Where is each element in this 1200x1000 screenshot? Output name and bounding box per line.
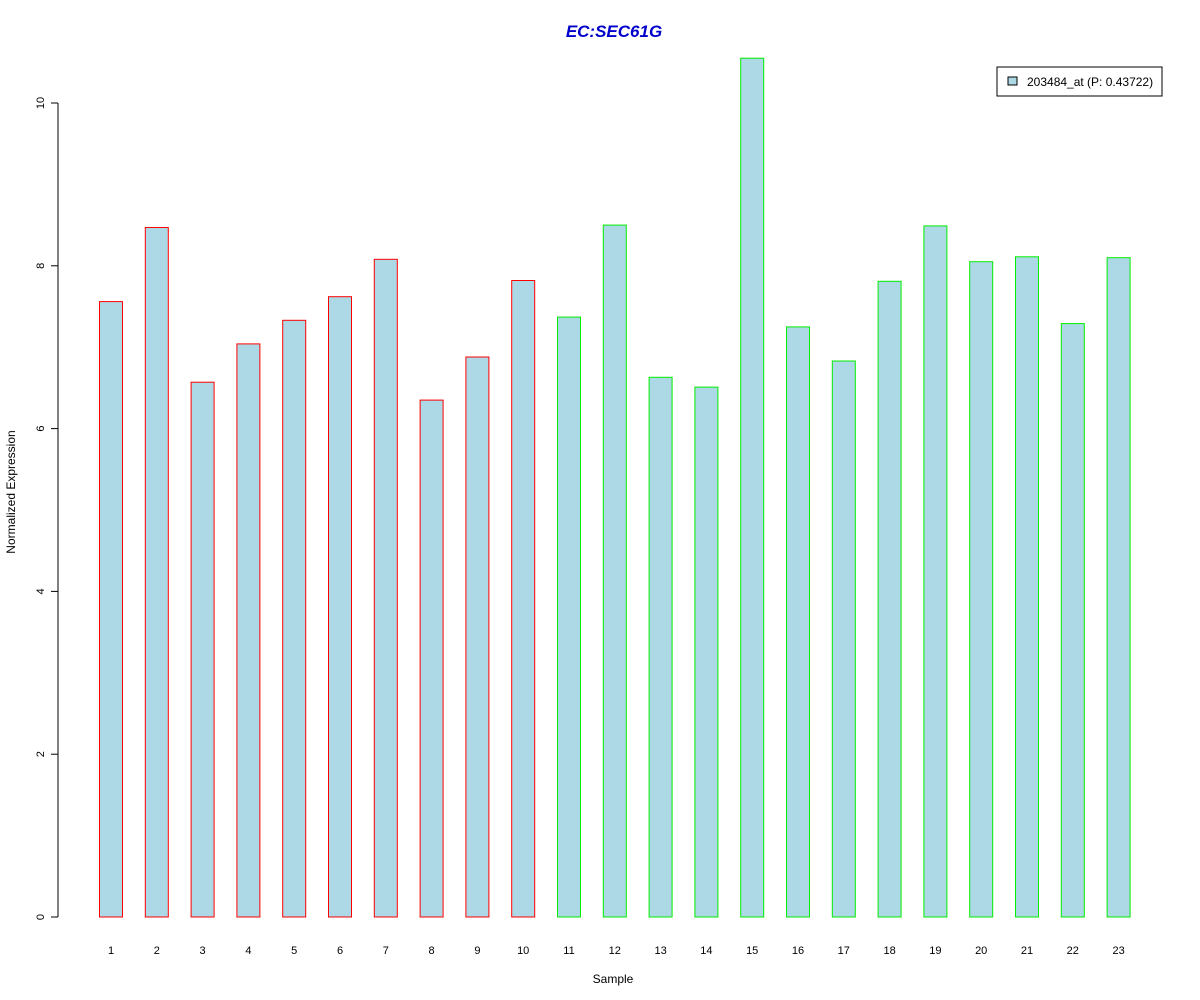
- legend-swatch: [1007, 76, 1018, 86]
- x-tick-label: 23: [1112, 945, 1124, 957]
- chart-title: EC:SEC61G: [566, 22, 662, 41]
- bar: [465, 356, 490, 918]
- bar: [1060, 323, 1085, 918]
- bar: [144, 227, 169, 918]
- legend-box: [996, 66, 1163, 97]
- x-tick-label: 10: [517, 945, 529, 957]
- x-tick-label: 11: [563, 945, 574, 957]
- x-axis-tick-labels: 1 2 3 4 5 6 7 8 9 10 11 12 13 14 15 16 17 18 19 20 21 22 23: [108, 945, 1125, 957]
- bar: [740, 57, 765, 918]
- y-tick-label: 4: [35, 588, 47, 594]
- bars: [99, 57, 1131, 918]
- y-tick-label: 8: [35, 263, 47, 269]
- x-tick-label: 13: [654, 945, 666, 957]
- x-tick-label: 12: [609, 945, 621, 957]
- x-tick-label: 21: [1021, 945, 1033, 957]
- bar: [1106, 257, 1131, 918]
- x-tick-label: 19: [929, 945, 941, 957]
- bar: [328, 296, 352, 918]
- bar: [877, 280, 902, 918]
- x-tick-label: 14: [700, 945, 712, 957]
- y-axis: 0 2 4 6 8 10: [35, 97, 59, 920]
- x-tick-label: 5: [291, 945, 297, 957]
- y-tick-label: 2: [35, 751, 47, 757]
- bar: [511, 280, 536, 918]
- bar: [648, 376, 673, 918]
- x-tick-label: 1: [108, 945, 114, 957]
- x-tick-label: 8: [429, 945, 435, 957]
- legend: 203484_at (P: 0.43722): [996, 66, 1163, 97]
- y-axis-label: Normalized Expression: [4, 430, 18, 553]
- x-tick-label: 16: [792, 945, 804, 957]
- bar: [923, 225, 948, 918]
- bar: [373, 258, 398, 918]
- x-axis-label: Sample: [593, 972, 634, 986]
- bar: [557, 316, 581, 918]
- y-tick-label: 6: [35, 426, 47, 432]
- bar: [282, 319, 307, 918]
- x-tick-label: 18: [883, 945, 895, 957]
- x-tick-label: 3: [200, 945, 206, 957]
- bar: [602, 224, 627, 918]
- bar: [236, 343, 261, 918]
- legend-series-label: 203484_at (P: 0.43722): [1027, 75, 1153, 89]
- y-tick-label: 0: [35, 914, 47, 920]
- bar: [1015, 256, 1039, 918]
- bar: [694, 386, 719, 918]
- x-tick-label: 22: [1067, 945, 1079, 957]
- bar: [190, 381, 215, 918]
- bar: [831, 360, 856, 918]
- x-tick-label: 4: [245, 945, 251, 957]
- x-tick-label: 15: [746, 945, 758, 957]
- x-tick-label: 2: [154, 945, 160, 957]
- bar: [786, 326, 810, 918]
- x-tick-label: 6: [337, 945, 343, 957]
- bar: [419, 399, 444, 918]
- bar: [99, 301, 123, 918]
- y-tick-label: 10: [35, 97, 47, 109]
- x-tick-label: 7: [383, 945, 389, 957]
- bar: [969, 261, 994, 918]
- x-tick-label: 20: [975, 945, 987, 957]
- x-tick-label: 9: [474, 945, 480, 957]
- x-tick-label: 17: [838, 945, 850, 957]
